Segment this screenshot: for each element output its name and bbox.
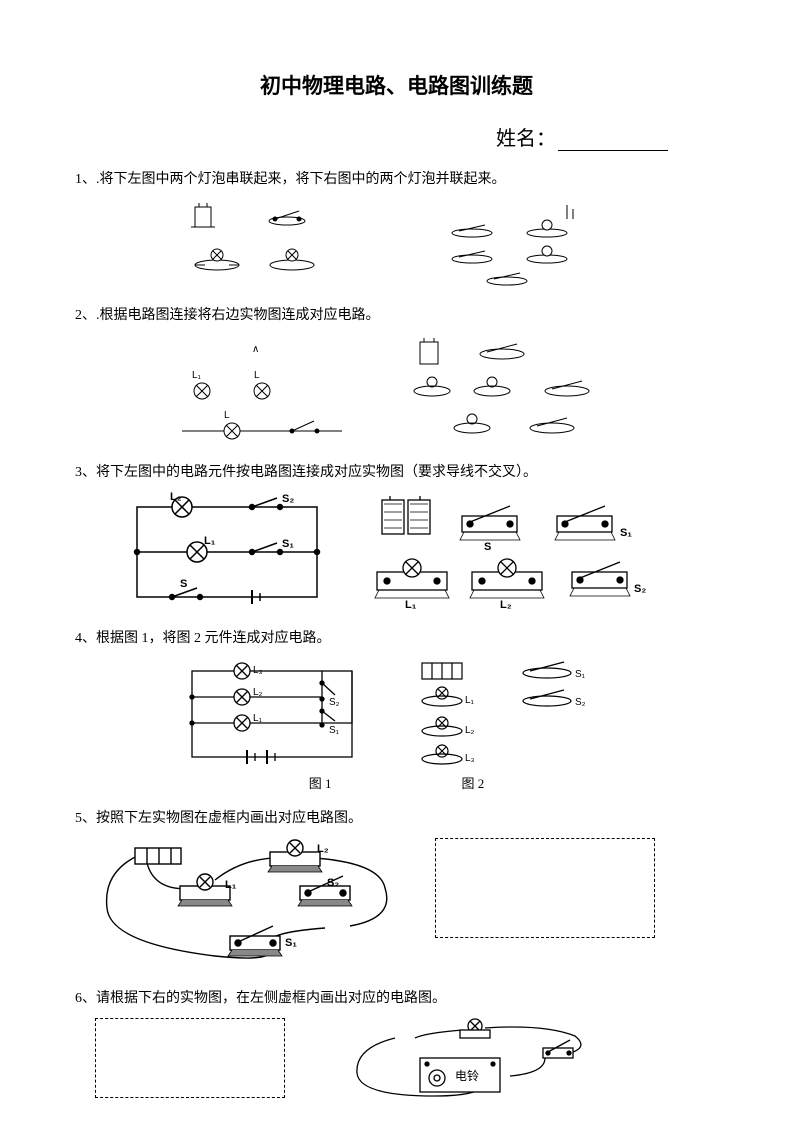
q4-fig1-label: 图 1 — [309, 773, 332, 792]
question-3: 3、将下左图中的电路元件按电路图连接成对应实物图（要求导线不交叉）。 — [75, 462, 718, 484]
svg-text:∧: ∧ — [252, 344, 259, 355]
svg-text:S₁: S₁ — [620, 527, 632, 539]
svg-text:S: S — [180, 578, 187, 590]
q1-left-components — [177, 199, 377, 289]
q2-components — [402, 336, 632, 446]
svg-text:电铃: 电铃 — [455, 1068, 479, 1083]
name-row: 姓名： — [75, 122, 718, 151]
q3-components: S S₁ L₁ L₂ S₂ — [372, 492, 672, 612]
q4-schematic: L₃ L₂ S₂ L₁ S₁ — [177, 659, 367, 769]
question-4: 4、根据图 1，将图 2 元件连成对应电路。 — [75, 628, 718, 650]
svg-text:L₃: L₃ — [253, 665, 263, 676]
q4-fig2-label: 图 2 — [462, 773, 485, 792]
svg-text:L: L — [254, 370, 260, 381]
q1-figures — [75, 199, 718, 289]
svg-text:S₂: S₂ — [634, 583, 646, 595]
q2-schematic: ∧ L₁ L L — [162, 336, 362, 446]
svg-text:S₁: S₁ — [575, 669, 586, 680]
question-2: 2、.根据电路图连接将右边实物图连成对应电路。 — [75, 305, 718, 327]
svg-text:S₂: S₂ — [327, 877, 339, 889]
svg-text:S: S — [484, 541, 491, 553]
q4-figures: L₃ L₂ S₂ L₁ S₁ — [75, 659, 718, 792]
svg-text:S₁: S₁ — [329, 725, 340, 736]
question-1: 1、.将下左图中两个灯泡串联起来，将下右图中的两个灯泡并联起来。 — [75, 169, 718, 191]
q4-components: S₁ L₁ S₂ L₂ L₃ — [407, 659, 617, 769]
svg-text:L₁: L₁ — [465, 695, 475, 706]
svg-text:L₁: L₁ — [204, 535, 216, 547]
svg-text:L₂: L₂ — [253, 687, 263, 698]
svg-text:S₂: S₂ — [575, 697, 586, 708]
svg-text:L₂: L₂ — [500, 599, 512, 611]
question-6: 6、请根据下右的实物图，在左侧虚框内画出对应的电路图。 — [75, 988, 718, 1010]
q1-right-components — [417, 199, 617, 289]
q6-row: 电铃 — [95, 1018, 718, 1108]
svg-text:L₁: L₁ — [253, 713, 263, 724]
svg-text:L₃: L₃ — [465, 753, 475, 764]
svg-text:L₂: L₂ — [170, 492, 182, 503]
svg-text:L₂: L₂ — [317, 843, 329, 855]
svg-text:L₂: L₂ — [465, 725, 475, 736]
q6-physical: 电铃 — [345, 1018, 595, 1108]
q3-schematic: L₂ S₂ L₁ S₁ S — [122, 492, 332, 612]
svg-text:S₂: S₂ — [282, 493, 294, 505]
svg-text:L₁: L₁ — [192, 370, 202, 381]
page-title: 初中物理电路、电路图训练题 — [75, 70, 718, 100]
name-label: 姓名： — [496, 128, 556, 150]
svg-text:S₁: S₁ — [285, 937, 297, 949]
q6-answer-box — [95, 1018, 285, 1098]
q2-figures: ∧ L₁ L L — [75, 336, 718, 446]
q5-row: L₂ L₁ S₂ S₁ — [95, 838, 718, 968]
svg-text:S₂: S₂ — [329, 697, 340, 708]
svg-text:S₁: S₁ — [282, 538, 294, 550]
name-underline — [558, 150, 668, 151]
q5-answer-box — [435, 838, 655, 938]
q5-physical: L₂ L₁ S₂ S₁ — [95, 838, 405, 968]
svg-text:L: L — [224, 410, 230, 421]
svg-text:L₁: L₁ — [405, 599, 417, 611]
q3-figures: L₂ S₂ L₁ S₁ S S — [75, 492, 718, 612]
svg-text:L₁: L₁ — [225, 879, 237, 891]
question-5: 5、按照下左实物图在虚框内画出对应电路图。 — [75, 808, 718, 830]
